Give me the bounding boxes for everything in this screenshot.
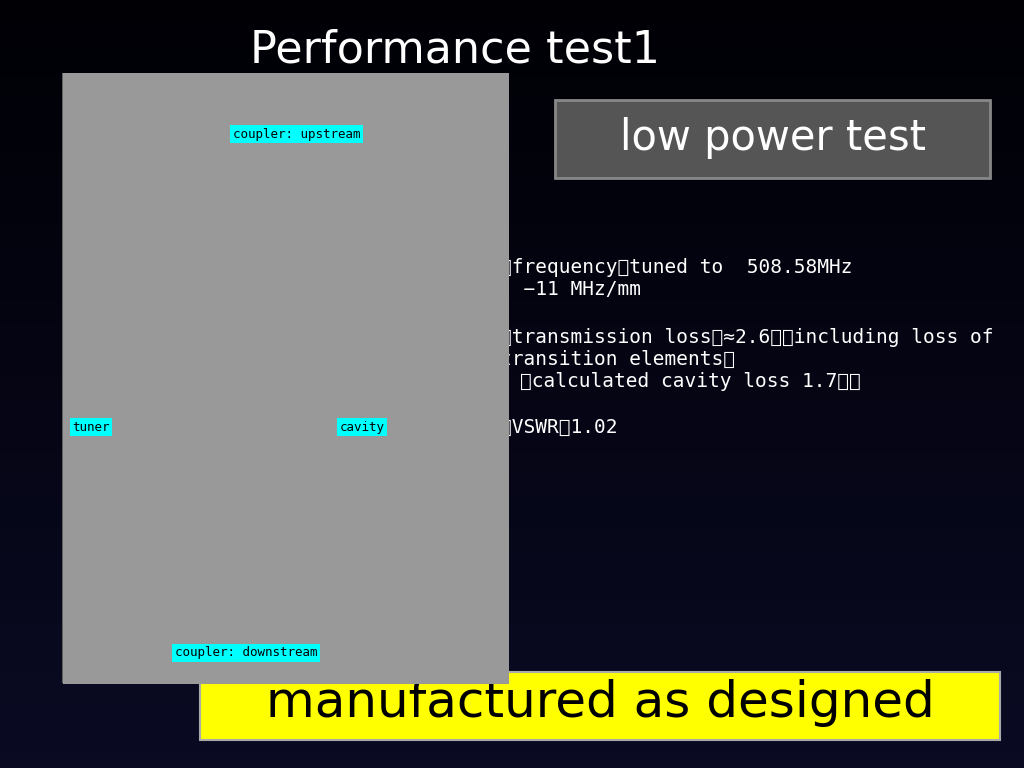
FancyBboxPatch shape xyxy=(555,100,990,178)
Text: ・transmission loss：≈2.6％（including loss of: ・transmission loss：≈2.6％（including loss … xyxy=(500,328,993,347)
Text: tuner: tuner xyxy=(73,421,110,434)
Text: coupler: upstream: coupler: upstream xyxy=(232,127,360,141)
Text: （calculated cavity loss 1.7％）: （calculated cavity loss 1.7％） xyxy=(520,372,861,391)
FancyBboxPatch shape xyxy=(200,672,1000,740)
Text: cavity: cavity xyxy=(340,421,385,434)
Text: low power test: low power test xyxy=(620,117,926,159)
Text: ・frequency：tuned to  508.58MHz: ・frequency：tuned to 508.58MHz xyxy=(500,258,853,277)
Text: −11 MHz/mm: −11 MHz/mm xyxy=(500,280,641,299)
Text: ・VSWR：1.02: ・VSWR：1.02 xyxy=(500,418,617,437)
Text: manufactured as designed: manufactured as designed xyxy=(265,679,934,727)
FancyBboxPatch shape xyxy=(62,73,507,683)
Text: transition elements）: transition elements） xyxy=(500,350,735,369)
Text: coupler: downstream: coupler: downstream xyxy=(175,647,317,660)
Text: Performance test1: Performance test1 xyxy=(250,28,660,71)
